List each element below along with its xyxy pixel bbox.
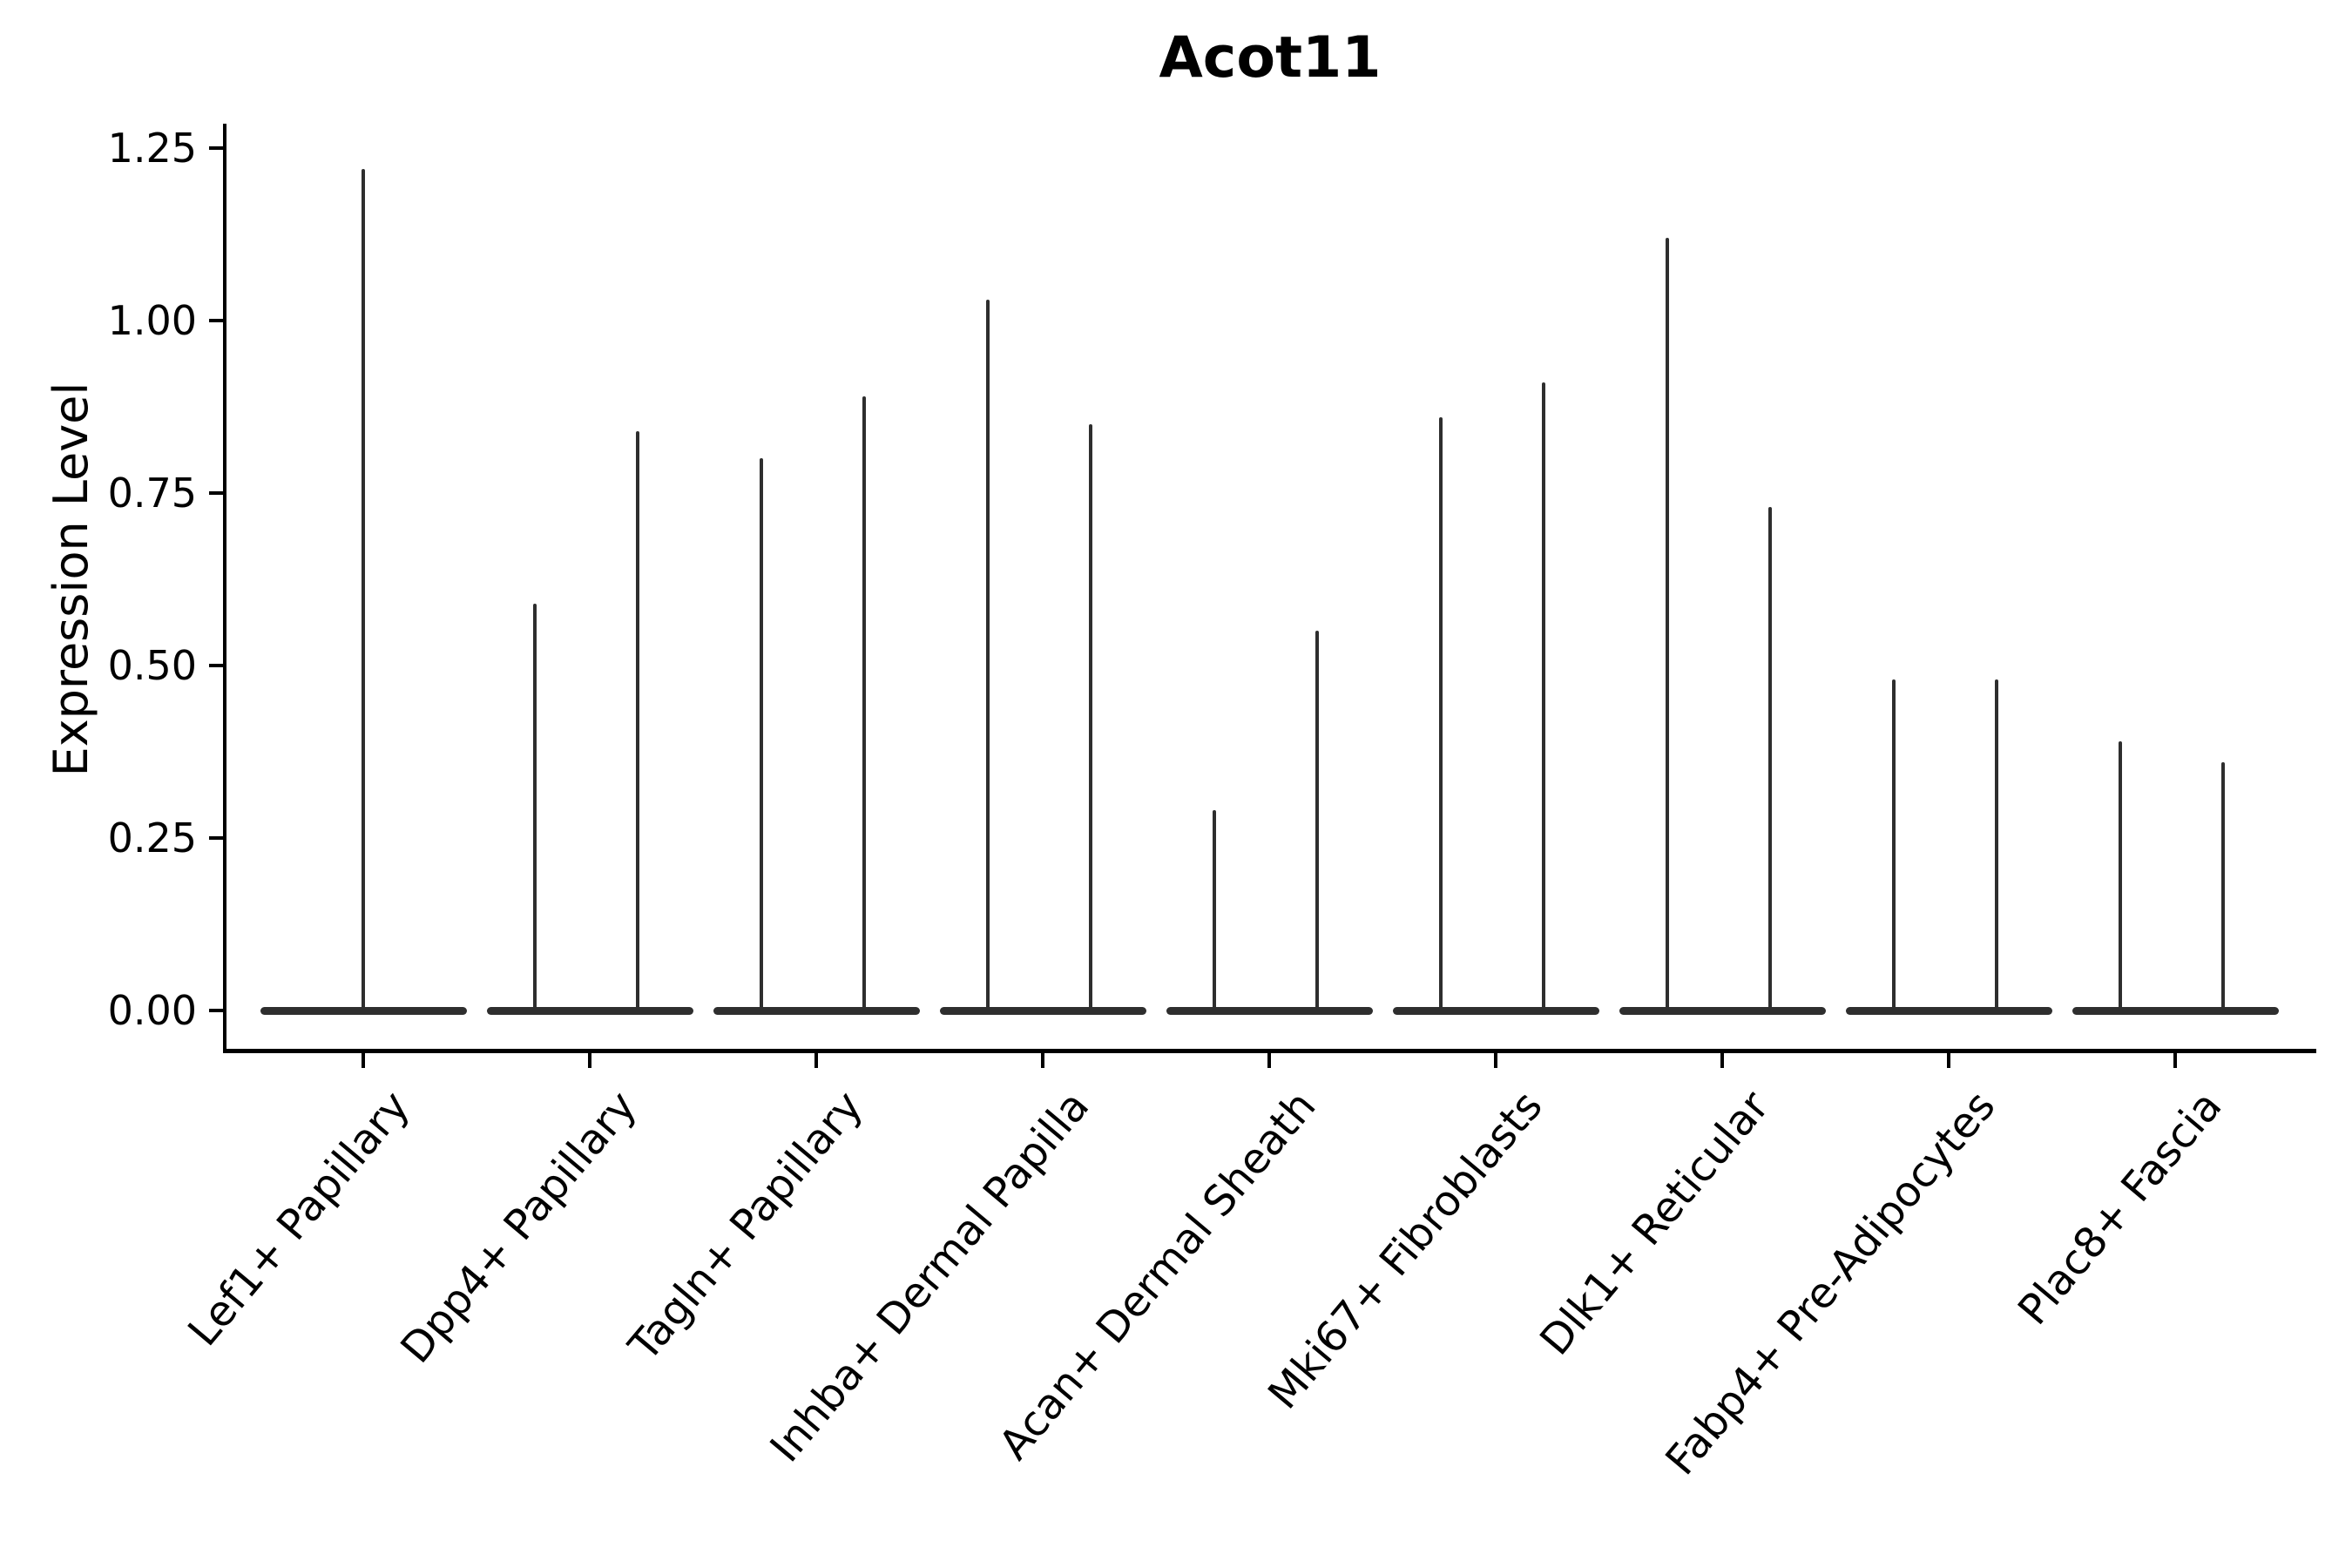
violin-spike [1891,679,1896,1014]
violin-spike [532,603,537,1014]
y-tick-mark [209,836,223,840]
x-tick-mark [1041,1052,1044,1068]
violin-spike [1212,810,1217,1014]
x-tick-mark [362,1052,365,1068]
x-tick-label-text: Dlk1+ Reticular [1530,1082,1779,1365]
chart-title: Acot11 [1159,25,1382,91]
violin-baseline [2072,1006,2279,1015]
x-tick-mark [1267,1052,1271,1068]
y-tick-mark [209,146,223,150]
x-tick-mark [588,1052,591,1068]
y-tick-mark [209,319,223,322]
y-tick-label: 1.00 [107,297,197,344]
y-tick-label: 0.75 [107,470,197,517]
y-tick-label: 1.25 [107,125,197,172]
violin-baseline [1392,1006,1599,1015]
y-tick-mark [209,664,223,667]
y-tick-label: 0.25 [107,814,197,862]
violin-spike [2118,741,2123,1014]
y-tick-mark [209,491,223,495]
violin-spike [985,300,990,1014]
violin-spike [862,396,867,1014]
x-tick-mark [2173,1052,2177,1068]
x-tick-label-text: Lef1+ Papillary [179,1082,420,1355]
y-tick-mark [209,1009,223,1012]
violin-spike [1438,416,1443,1014]
x-tick-mark [1494,1052,1497,1068]
violin-baseline [1166,1006,1373,1015]
violin-baseline [1845,1006,2052,1015]
violin-spike [1541,382,1546,1014]
x-tick-label-text: Plac8+ Fascia [2009,1082,2232,1335]
violin-spike [361,168,366,1014]
y-tick-label: 0.50 [107,642,197,689]
y-axis-spine [223,124,226,1052]
violin-spike [1767,506,1773,1014]
violin-baseline [939,1006,1146,1015]
x-tick-mark [814,1052,818,1068]
violin-spike [635,430,640,1014]
violin-spike [1315,631,1320,1014]
violin-spike [1088,423,1093,1014]
y-tick-label: 0.00 [107,987,197,1034]
x-tick-mark [1720,1052,1724,1068]
violin-baseline [713,1006,920,1015]
violin-baseline [1619,1006,1826,1015]
x-tick-label-text: Tagln+ Papillary [619,1082,873,1370]
x-tick-mark [1947,1052,1950,1068]
violin-spike [1665,237,1670,1014]
violin-spike [1994,679,1999,1014]
violin-baseline [486,1006,693,1015]
x-axis-spine [223,1049,2316,1053]
y-axis-label: Expression Level [44,382,98,777]
x-tick-label-text: Dpp4+ Papillary [391,1082,646,1373]
violin-spike [759,458,764,1014]
violin-spike [2220,761,2226,1014]
